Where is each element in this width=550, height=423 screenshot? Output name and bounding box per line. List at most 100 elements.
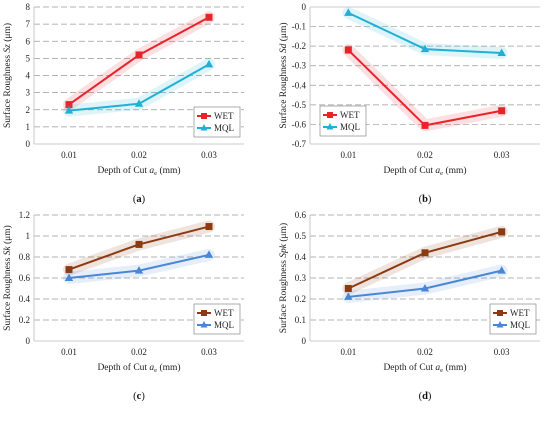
y-tick-label: 3 <box>26 88 31 98</box>
data-point-wet <box>135 240 143 248</box>
x-axis-label: Depth of Cut ae (mm) <box>383 362 466 374</box>
y-axis-label: Surface Roughness Sd (μm) <box>278 22 289 128</box>
panel-label-close: ) <box>141 391 145 402</box>
y-tick-label: 0 <box>26 139 31 149</box>
legend-box <box>319 105 367 137</box>
x-tick-label: 0.01 <box>61 347 77 357</box>
x-axis-unit: (mm) <box>157 165 180 176</box>
x-axis-unit: (mm) <box>443 362 466 373</box>
y-tick-label: 5 <box>26 53 31 63</box>
x-axis-symbol: a <box>149 363 154 373</box>
x-axis-symbol: a <box>435 363 440 373</box>
y-axis-label-text: Surface Roughness <box>2 257 13 330</box>
legend-box <box>489 303 537 335</box>
y-tick-label: 0.6 <box>19 273 31 283</box>
x-axis-label-text: Depth of Cut <box>97 362 147 373</box>
data-point-mql <box>344 292 353 300</box>
data-point-mql <box>497 266 506 274</box>
panel-c: 0 0.2 0.4 0.6 0.8 1 1.2 0.01 0.02 0.03 Depth of Cu… <box>2 210 244 402</box>
y-tick-label: 0 <box>26 336 31 346</box>
x-axis-unit: (mm) <box>157 362 180 373</box>
x-axis-label-text: Depth of Cut <box>97 165 147 176</box>
legend: WET MQL <box>489 303 537 335</box>
x-axis-subscript: e <box>440 170 443 177</box>
y-tick-label: 1 <box>26 122 31 132</box>
data-point-wet <box>65 266 73 274</box>
y-axis-label-text: Surface Roughness <box>278 55 289 128</box>
y-axis-symbol: Sk <box>3 246 13 256</box>
x-axis-subscript: e <box>154 170 157 177</box>
legend-marker <box>327 112 333 118</box>
y-tick-label: -0.5 <box>292 100 307 110</box>
panel-label-close: ) <box>428 194 432 205</box>
data-point-wet <box>498 228 506 236</box>
y-tick-label: 1.2 <box>19 210 30 220</box>
legend-label: MQL <box>510 320 530 330</box>
data-point-mql <box>420 284 430 292</box>
legend-marker <box>201 310 207 316</box>
legend-label: WET <box>214 308 234 318</box>
y-tick-label: 4 <box>26 71 31 81</box>
y-tick-label: -0.7 <box>292 139 307 149</box>
x-axis-label: Depth of Cut ae (mm) <box>97 362 180 374</box>
y-tick-label: 0.4 <box>19 294 31 304</box>
x-axis-label-text: Depth of Cut <box>383 165 433 176</box>
x-tick-label: 0.01 <box>61 150 77 160</box>
panel-b: -0.7 -0.6 -0.5 -0.4 -0.3 -0.2 -0.1 0 0.01 0.02 0.0… <box>278 2 540 205</box>
x-axis-label-text: Depth of Cut <box>383 362 433 373</box>
y-axis-unit: (μm) <box>278 223 289 244</box>
legend-marker <box>200 124 208 131</box>
y-axis-unit: (μm) <box>2 225 13 246</box>
y-axis-symbol: Sz <box>3 44 13 53</box>
data-point-mql <box>64 273 74 281</box>
x-axis-label: Depth of Cut ae (mm) <box>97 165 180 177</box>
legend: WET MQL <box>193 303 241 335</box>
panel-label: (c) <box>133 391 145 402</box>
y-tick-label: 0 <box>302 336 307 346</box>
legend: WET MQL <box>319 105 367 137</box>
panel-label: (b) <box>419 194 432 205</box>
y-axis-label: Surface Roughness Sk (μm) <box>2 225 13 331</box>
data-point-mql <box>134 266 144 274</box>
panel-label-open: ( <box>419 194 423 205</box>
legend-label: MQL <box>214 320 234 330</box>
y-tick-label: 8 <box>26 2 31 12</box>
data-point-mql <box>204 59 214 68</box>
legend-label: MQL <box>340 122 360 132</box>
legend-label: MQL <box>214 123 234 133</box>
x-axis-label: Depth of Cut ae (mm) <box>383 165 466 177</box>
legend-marker <box>201 113 207 119</box>
y-tick-label: 0.1 <box>295 315 306 325</box>
y-axis-label: Surface Roughness Sz (μm) <box>2 23 13 128</box>
data-point-wet <box>205 13 213 21</box>
y-axis-symbol: Spk <box>279 243 289 258</box>
legend: WET MQL <box>193 106 241 138</box>
y-tick-label: 0.8 <box>19 252 31 262</box>
y-tick-label: -0.1 <box>292 22 306 32</box>
x-axis-symbol: a <box>435 166 440 176</box>
y-tick-label: 7 <box>26 19 31 29</box>
data-point-wet <box>135 51 143 59</box>
x-tick-label: 0.01 <box>340 150 356 160</box>
y-tick-label: -0.4 <box>292 80 307 90</box>
panel-label-letter: c <box>137 391 142 402</box>
y-axis-symbol: Sd <box>279 43 289 53</box>
data-point-wet <box>344 46 352 54</box>
x-tick-label: 0.03 <box>201 347 217 357</box>
panel-label: (d) <box>419 391 432 402</box>
y-tick-label: 0.4 <box>295 252 307 262</box>
legend-label: WET <box>340 110 360 120</box>
panel-label-open: ( <box>133 194 137 205</box>
data-point-wet <box>65 101 73 109</box>
y-axis-unit: (μm) <box>278 22 289 43</box>
x-axis-subscript: e <box>440 367 443 374</box>
y-tick-label: 1 <box>26 231 31 241</box>
y-tick-label: -0.6 <box>292 119 307 129</box>
data-point-wet <box>344 285 352 292</box>
data-point-mql <box>204 250 214 258</box>
y-tick-label: 0.6 <box>295 210 307 220</box>
panel-label-letter: b <box>422 194 428 205</box>
